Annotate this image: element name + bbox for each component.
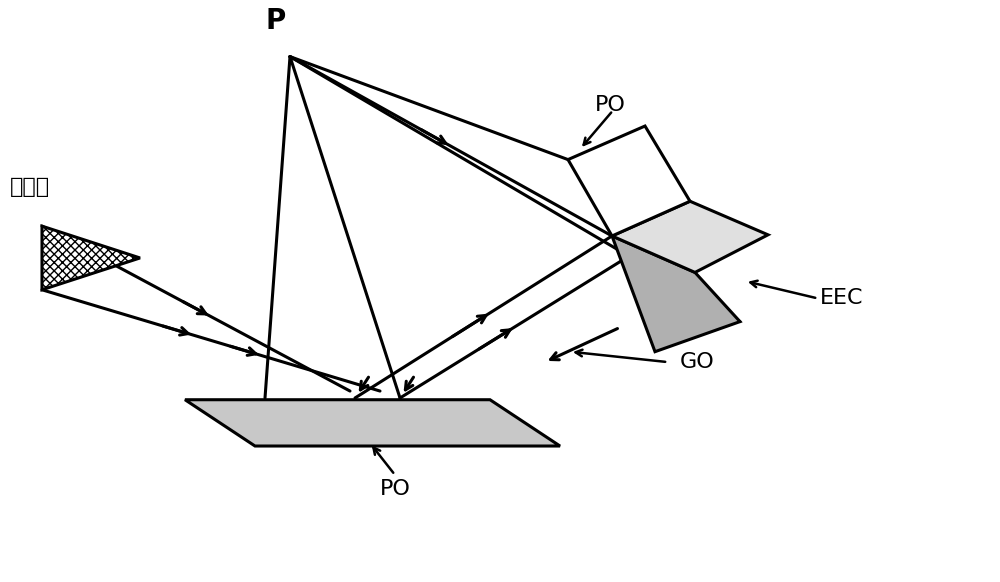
- Text: GO: GO: [680, 352, 715, 372]
- Text: P: P: [266, 7, 286, 35]
- Polygon shape: [612, 236, 740, 352]
- Polygon shape: [612, 201, 768, 272]
- Text: PO: PO: [380, 479, 410, 499]
- Text: 射线管: 射线管: [10, 178, 50, 197]
- Polygon shape: [42, 226, 140, 290]
- Text: EEC: EEC: [820, 289, 864, 308]
- Polygon shape: [568, 126, 690, 236]
- Text: PO: PO: [595, 95, 626, 115]
- Polygon shape: [185, 400, 560, 446]
